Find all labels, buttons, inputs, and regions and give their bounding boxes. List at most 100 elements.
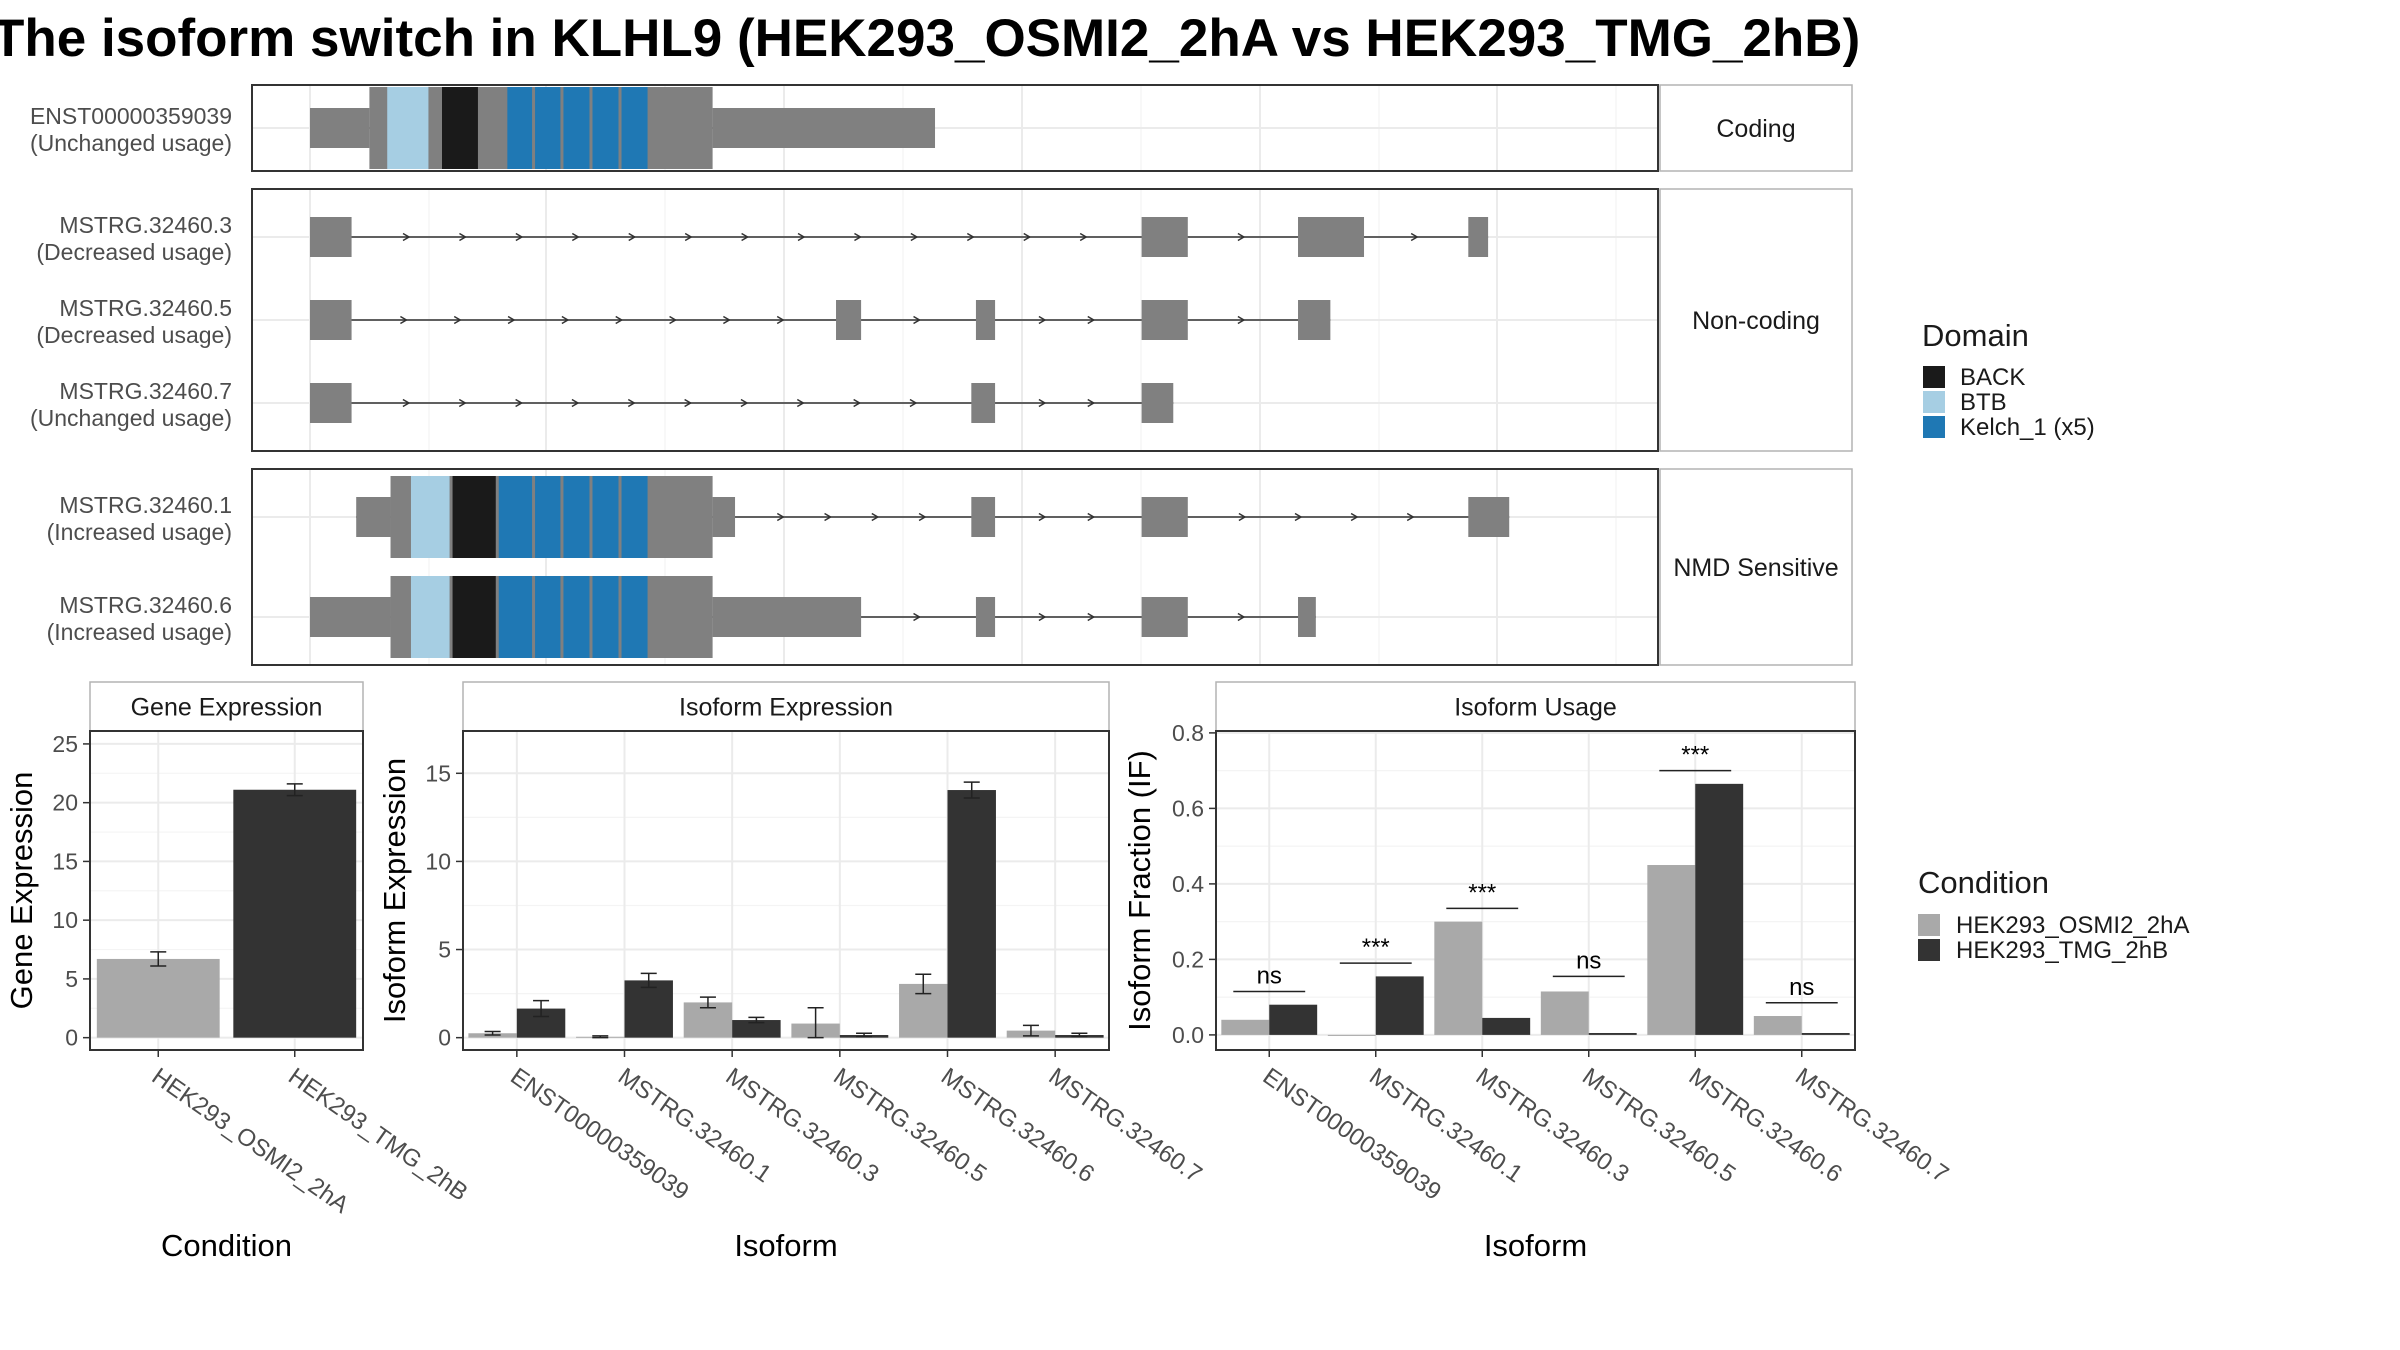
intron-arrow	[571, 232, 580, 242]
exon-block	[712, 108, 936, 148]
domain-block-kelch	[592, 576, 619, 658]
group-strip	[1659, 188, 1853, 452]
domain-block-back	[452, 576, 496, 658]
domain-block-kelch	[498, 476, 533, 558]
bar	[1327, 1034, 1376, 1036]
bar	[732, 1020, 781, 1038]
exon-block	[1141, 217, 1188, 257]
exon-block	[310, 300, 352, 340]
bar	[96, 958, 220, 1038]
transcript-panel-border	[251, 84, 1659, 172]
intron-arrow	[966, 232, 975, 242]
chart-strip	[89, 681, 364, 732]
domain-legend-title: Domain	[1922, 318, 2029, 353]
exon-block	[356, 497, 391, 537]
y-axis-title: Isoform Fraction (IF)	[1122, 750, 1157, 1031]
intron-arrow	[684, 398, 693, 408]
y-tick-label: 0	[65, 1025, 78, 1051]
isoform-label: MSTRG.32460.7	[59, 378, 232, 404]
condition-legend-key	[1918, 939, 1940, 961]
domain-block-kelch	[592, 87, 619, 169]
chart-panel-border	[462, 730, 1110, 1051]
chart-title: Gene Expression	[131, 694, 323, 722]
intron-arrow	[684, 232, 693, 242]
bar	[233, 789, 357, 1038]
intron-arrow	[722, 315, 731, 325]
intron-arrow	[1410, 232, 1419, 242]
domain-block-btb	[410, 576, 450, 658]
intron-arrow	[918, 512, 927, 522]
intron-arrow	[910, 232, 919, 242]
group-strip	[1659, 468, 1853, 666]
y-tick-label: 0.4	[1172, 871, 1204, 897]
x-tick-label: ENST00000359039	[1258, 1063, 1446, 1206]
domain-block-kelch	[507, 87, 533, 169]
y-tick-label: 5	[65, 966, 78, 992]
y-tick-label: 15	[425, 760, 451, 786]
bar	[1695, 783, 1744, 1035]
chart-title: Isoform Usage	[1454, 694, 1617, 722]
exon-block	[1141, 597, 1188, 637]
condition-legend-key	[1918, 914, 1940, 936]
exon-block	[1468, 217, 1489, 257]
intron-arrow	[1350, 512, 1359, 522]
isoform-label: MSTRG.32460.3	[59, 212, 232, 238]
y-tick-label: 20	[52, 790, 78, 816]
intron-arrow	[515, 398, 524, 408]
bar	[1540, 991, 1589, 1035]
intron-arrow	[797, 232, 806, 242]
isoform-usage-label: (Increased usage)	[47, 619, 232, 645]
significance-label: ***	[1468, 879, 1496, 906]
intron-arrow	[1238, 512, 1247, 522]
significance-label: ns	[1576, 947, 1601, 974]
bar	[1588, 1033, 1637, 1035]
condition-legend-title: Condition	[1918, 865, 2049, 900]
exon-block	[1298, 217, 1365, 257]
y-tick-label: 0.8	[1172, 720, 1204, 746]
isoform-label: MSTRG.32460.5	[59, 295, 232, 321]
intron-arrow	[1087, 612, 1096, 622]
isoform-usage-chart: Isoform Usage 0.0 0.2 0.4 0.6 0.8 ns *** *** ns **…	[1122, 681, 1953, 1263]
isoform-label: ENST00000359039	[30, 103, 232, 129]
isoform-usage-label: (Unchanged usage)	[30, 130, 232, 156]
exon-block	[310, 217, 352, 257]
exon-block	[310, 108, 370, 148]
intron-arrow	[824, 512, 833, 522]
y-tick-label: 0	[438, 1025, 451, 1051]
intron-arrow	[1079, 232, 1088, 242]
intron-arrow	[1087, 315, 1096, 325]
y-tick-label: 10	[425, 848, 451, 874]
y-tick-label: 0.2	[1172, 946, 1204, 972]
domain-block-back	[452, 476, 496, 558]
significance-label: ***	[1681, 742, 1709, 769]
domain-block-back	[442, 87, 478, 169]
intron-arrow	[1237, 232, 1246, 242]
domain-block-kelch	[535, 576, 561, 658]
y-tick-label: 25	[52, 731, 78, 757]
y-tick-label: 5	[438, 937, 451, 963]
isoform-label: MSTRG.32460.1	[59, 492, 232, 518]
bar	[1753, 1016, 1802, 1035]
x-axis-title: Condition	[161, 1228, 292, 1263]
intron-arrow	[1294, 512, 1303, 522]
intron-arrow	[740, 398, 749, 408]
intron-arrow	[909, 398, 918, 408]
y-axis-title: Isoform Expression	[377, 758, 412, 1023]
intron-arrow	[776, 512, 785, 522]
domain-block-kelch	[535, 476, 561, 558]
x-axis-title: Isoform	[734, 1228, 837, 1263]
gene-expression-chart: Gene Expression0510152025HEK293_OSMI2_2h…	[4, 681, 473, 1263]
isoform-usage-label: (Unchanged usage)	[30, 405, 232, 431]
intron-arrow	[1038, 512, 1047, 522]
intron-arrow	[561, 315, 570, 325]
intron-arrow	[628, 232, 637, 242]
exon-block	[836, 300, 862, 340]
figure-title: The isoform switch in KLHL9 (HEK293_OSMI…	[0, 9, 1860, 68]
exon-block	[1298, 300, 1331, 340]
bar	[1482, 1017, 1531, 1035]
intron-arrow	[776, 315, 785, 325]
intron-arrow	[1406, 512, 1415, 522]
transcript-panel-border	[251, 468, 1659, 666]
